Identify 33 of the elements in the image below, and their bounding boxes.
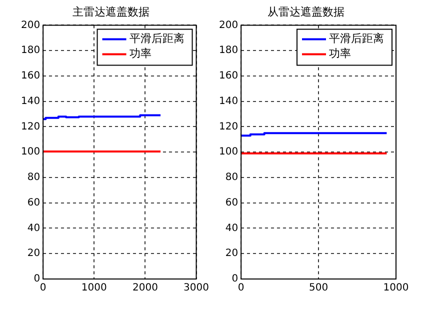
legend-label: 平滑后距离 bbox=[329, 32, 384, 46]
y-tick-label: 60 bbox=[27, 197, 40, 208]
chart-title: 从雷达遮盖数据 bbox=[268, 5, 344, 18]
y-tick-label: 140 bbox=[218, 96, 238, 107]
y-tick-label: 120 bbox=[20, 121, 40, 132]
y-tick-label: 60 bbox=[225, 197, 238, 208]
y-tick-label: 160 bbox=[20, 70, 40, 82]
y-tick-label: 180 bbox=[20, 45, 40, 56]
y-tick-label: 160 bbox=[218, 70, 238, 82]
x-tick-label: 2000 bbox=[132, 282, 158, 294]
chart-title: 主雷达遮盖数据 bbox=[72, 5, 150, 18]
y-tick-label: 140 bbox=[20, 96, 40, 107]
y-tick-label: 180 bbox=[218, 45, 238, 56]
y-tick-label: 200 bbox=[20, 20, 40, 31]
y-tick-label: 20 bbox=[27, 248, 40, 260]
y-tick-label: 200 bbox=[218, 20, 238, 31]
x-tick-label: 1000 bbox=[383, 282, 409, 294]
y-tick-label: 100 bbox=[20, 146, 40, 158]
x-tick-label: 1000 bbox=[81, 282, 107, 294]
y-tick-label: 0 bbox=[232, 274, 238, 285]
legend-label: 功率 bbox=[329, 47, 351, 60]
y-tick-label: 40 bbox=[27, 222, 40, 234]
legend-label: 功率 bbox=[129, 47, 152, 60]
x-tick-label: 500 bbox=[308, 282, 328, 294]
y-tick-label: 0 bbox=[34, 274, 40, 285]
y-tick-label: 80 bbox=[225, 172, 238, 184]
y-tick-label: 80 bbox=[27, 172, 40, 184]
y-tick-label: 100 bbox=[218, 146, 238, 158]
legend-label: 平滑后距离 bbox=[129, 32, 184, 46]
y-tick-label: 20 bbox=[225, 248, 238, 260]
x-tick-label: 3000 bbox=[184, 282, 209, 294]
y-tick-label: 120 bbox=[218, 121, 238, 132]
y-tick-label: 40 bbox=[225, 222, 238, 234]
